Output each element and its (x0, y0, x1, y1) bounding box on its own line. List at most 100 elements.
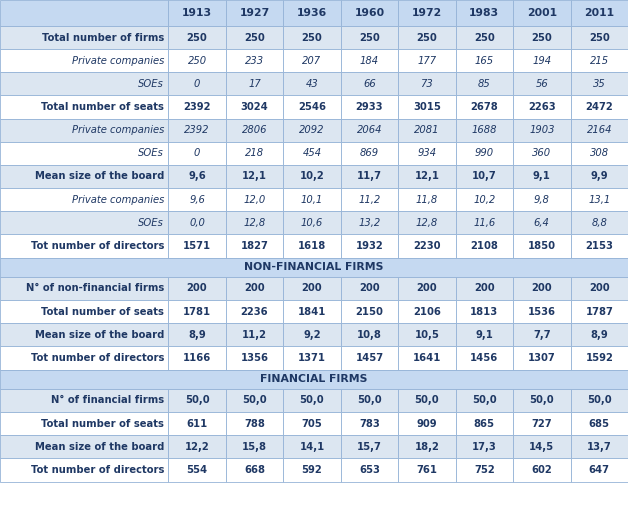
Bar (283, 435, 340, 458)
Bar (456, 458, 513, 482)
Text: 50,0: 50,0 (185, 395, 209, 406)
Bar (0, 435, 168, 458)
Bar (168, 119, 226, 142)
Text: 9,6: 9,6 (188, 172, 206, 182)
Bar (398, 26, 456, 49)
Text: 35: 35 (593, 79, 605, 89)
Text: 454: 454 (303, 148, 322, 158)
Bar (456, 72, 513, 96)
Bar (341, 277, 398, 300)
Bar (398, 49, 456, 72)
Text: 10,2: 10,2 (300, 172, 324, 182)
Bar (168, 72, 226, 96)
Bar (456, 300, 513, 323)
Bar (168, 323, 226, 346)
Text: 653: 653 (359, 465, 380, 475)
Text: 360: 360 (533, 148, 551, 158)
Bar (226, 72, 283, 96)
Bar (341, 389, 398, 412)
Text: 13,1: 13,1 (588, 194, 610, 205)
Bar (226, 26, 283, 49)
Text: 1456: 1456 (470, 353, 499, 363)
Bar (0, 258, 628, 277)
Text: 8,9: 8,9 (590, 330, 608, 340)
Bar (283, 234, 340, 258)
Bar (168, 277, 226, 300)
Text: 66: 66 (363, 79, 376, 89)
Text: 50,0: 50,0 (529, 395, 554, 406)
Bar (398, 234, 456, 258)
Text: N° of financial firms: N° of financial firms (51, 395, 165, 406)
Text: 250: 250 (359, 33, 380, 43)
Bar (0, 234, 168, 258)
Text: 1813: 1813 (470, 306, 499, 317)
Text: 2164: 2164 (587, 125, 612, 135)
Bar (341, 142, 398, 165)
Bar (168, 0, 226, 26)
Text: 9,2: 9,2 (303, 330, 321, 340)
Bar (571, 188, 628, 211)
Bar (0, 412, 168, 435)
Text: 8,8: 8,8 (592, 218, 607, 228)
Text: 73: 73 (421, 79, 433, 89)
Bar (513, 96, 571, 119)
Bar (398, 142, 456, 165)
Text: 11,8: 11,8 (416, 194, 438, 205)
Bar (513, 458, 571, 482)
Bar (456, 277, 513, 300)
Bar (571, 323, 628, 346)
Bar (341, 412, 398, 435)
Text: 250: 250 (416, 33, 437, 43)
Bar (456, 119, 513, 142)
Bar (283, 26, 340, 49)
Bar (571, 346, 628, 370)
Text: 1371: 1371 (298, 353, 326, 363)
Bar (398, 165, 456, 188)
Bar (0, 389, 168, 412)
Bar (398, 300, 456, 323)
Text: 10,1: 10,1 (301, 194, 323, 205)
Bar (456, 26, 513, 49)
Text: Total number of seats: Total number of seats (41, 102, 165, 112)
Text: 200: 200 (474, 284, 495, 294)
Bar (168, 458, 226, 482)
Bar (571, 96, 628, 119)
Text: 761: 761 (416, 465, 437, 475)
Bar (226, 458, 283, 482)
Bar (226, 211, 283, 234)
Bar (571, 277, 628, 300)
Text: 218: 218 (245, 148, 264, 158)
Bar (226, 412, 283, 435)
Text: 12,0: 12,0 (244, 194, 266, 205)
Bar (571, 300, 628, 323)
Bar (456, 389, 513, 412)
Text: 250: 250 (188, 55, 207, 66)
Bar (0, 346, 168, 370)
Bar (0, 277, 168, 300)
Text: 50,0: 50,0 (587, 395, 612, 406)
Text: 1841: 1841 (298, 306, 326, 317)
Text: SOEs: SOEs (138, 148, 165, 158)
Bar (513, 300, 571, 323)
Text: 11,7: 11,7 (357, 172, 382, 182)
Text: 1356: 1356 (241, 353, 269, 363)
Text: 250: 250 (474, 33, 495, 43)
Bar (0, 142, 168, 165)
Text: 2236: 2236 (241, 306, 268, 317)
Bar (456, 234, 513, 258)
Bar (571, 165, 628, 188)
Bar (0, 211, 168, 234)
Bar (283, 0, 340, 26)
Bar (571, 26, 628, 49)
Bar (513, 211, 571, 234)
Text: 50,0: 50,0 (357, 395, 382, 406)
Text: 200: 200 (359, 284, 380, 294)
Bar (168, 188, 226, 211)
Text: 200: 200 (301, 284, 322, 294)
Bar (513, 234, 571, 258)
Bar (283, 346, 340, 370)
Text: 85: 85 (478, 79, 490, 89)
Text: 2153: 2153 (585, 241, 613, 251)
Text: 1592: 1592 (585, 353, 613, 363)
Bar (168, 435, 226, 458)
